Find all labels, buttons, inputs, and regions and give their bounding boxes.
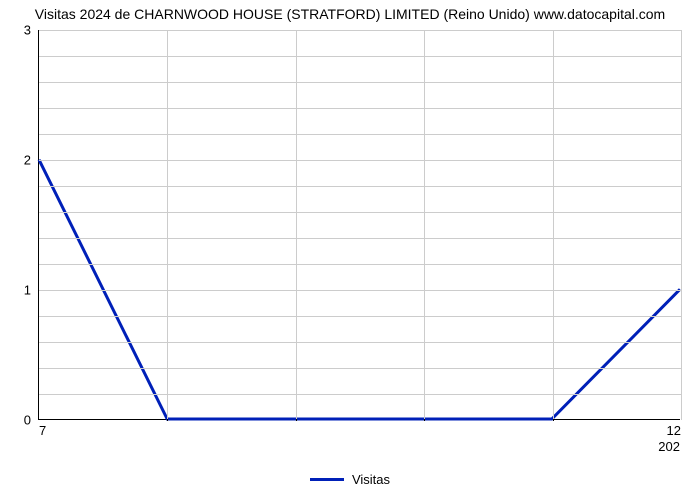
gridline-h — [39, 56, 681, 57]
legend: Visitas — [0, 472, 700, 487]
chart-title: Visitas 2024 de CHARNWOOD HOUSE (STRATFO… — [0, 6, 700, 22]
gridline-v — [424, 30, 425, 420]
x-tick-label: 7 — [39, 419, 46, 438]
x-minor-tick — [553, 419, 554, 421]
gridline-h — [39, 394, 681, 395]
x-minor-tick — [296, 419, 297, 421]
gridline-h — [39, 316, 681, 317]
plot-area: 0123712202 — [38, 30, 680, 420]
gridline-h — [39, 108, 681, 109]
line-series-svg — [39, 30, 680, 419]
gridline-h — [39, 368, 681, 369]
gridline-h — [39, 290, 681, 291]
y-tick-label: 2 — [24, 153, 39, 168]
gridline-v — [167, 30, 168, 420]
legend-label: Visitas — [352, 472, 390, 487]
gridline-h — [39, 212, 681, 213]
gridline-h — [39, 186, 681, 187]
gridline-h — [39, 160, 681, 161]
y-tick-label: 0 — [24, 413, 39, 428]
gridline-h — [39, 238, 681, 239]
gridline-v — [296, 30, 297, 420]
gridline-v — [553, 30, 554, 420]
x-minor-tick — [167, 419, 168, 421]
y-tick-label: 1 — [24, 283, 39, 298]
gridline-h — [39, 264, 681, 265]
gridline-h — [39, 82, 681, 83]
gridline-h — [39, 342, 681, 343]
y-tick-label: 3 — [24, 23, 39, 38]
x-minor-tick — [424, 419, 425, 421]
gridline-h — [39, 134, 681, 135]
gridline-v — [681, 30, 682, 420]
legend-swatch — [310, 478, 344, 481]
gridline-h — [39, 30, 681, 31]
x-secondary-label: 202 — [658, 419, 680, 454]
chart-container: Visitas 2024 de CHARNWOOD HOUSE (STRATFO… — [0, 0, 700, 500]
